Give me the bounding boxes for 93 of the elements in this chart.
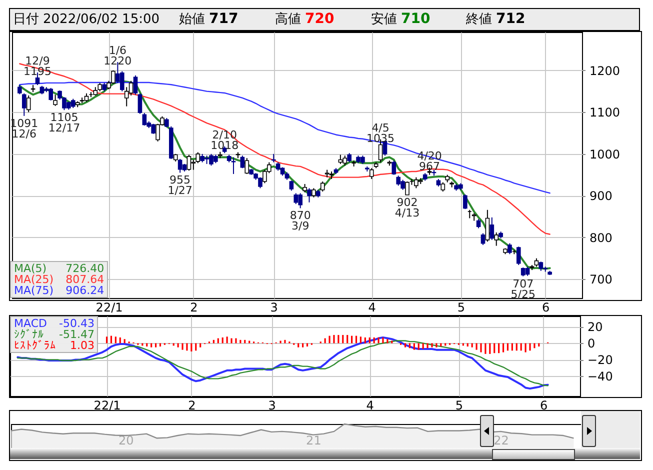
y-tick-label: −20 — [588, 353, 613, 368]
x-tick-label: 4 — [366, 398, 374, 412]
candlestick — [440, 182, 446, 192]
y-tick-label: 1200 — [590, 64, 620, 78]
candlestick — [294, 192, 298, 205]
x-tick-label: 4 — [368, 300, 376, 314]
candlestick — [70, 98, 76, 108]
candlestick — [538, 261, 544, 272]
x-tick-label: 21 — [306, 434, 322, 448]
candlestick — [307, 188, 312, 203]
annotation: 955 1/27 — [168, 174, 192, 198]
x-tick-label: 2 — [190, 300, 198, 314]
candlestick — [186, 154, 192, 172]
candlestick — [128, 80, 134, 96]
candlestick — [124, 86, 129, 107]
y-tick-label: 20 — [588, 320, 603, 334]
candlestick — [490, 216, 494, 240]
y-tick-label: 800 — [590, 230, 612, 245]
candlestick — [485, 209, 490, 242]
y-tick-label: 900 — [590, 189, 612, 204]
y-tick-label: −40 — [588, 370, 613, 384]
annotation: 1105 12/17 — [48, 111, 80, 135]
annotation: -50.43 — [58, 317, 94, 330]
annotation: 902 4/13 — [394, 196, 420, 220]
x-tick-label: 5 — [457, 300, 466, 314]
annotation: -51.47 — [58, 328, 94, 341]
candlestick — [244, 158, 250, 174]
text: MA(5) — [14, 262, 47, 275]
candlestick — [525, 266, 530, 276]
text: 日付 — [13, 12, 39, 27]
x-tick-label: 5 — [455, 398, 464, 412]
candlestick — [53, 94, 58, 106]
x-tick-label: 2 — [188, 398, 196, 412]
candlestick — [312, 188, 316, 198]
candlestick — [508, 242, 512, 255]
candlestick — [48, 87, 54, 101]
candlestick — [320, 180, 325, 192]
candlestick — [369, 168, 374, 180]
x-tick-label: 22/1 — [94, 398, 121, 412]
candlestick — [240, 155, 245, 169]
y-tick-label: 1100 — [590, 106, 620, 120]
candlestick — [289, 180, 294, 192]
text: 2022/06/02 15:00 — [43, 12, 160, 27]
annotation: 870 3/9 — [290, 209, 311, 233]
candlestick — [405, 180, 410, 196]
text: 高値 — [275, 12, 301, 27]
y-tick-label: 0 — [588, 336, 596, 351]
annotation: 1/6 1220 — [104, 44, 132, 68]
x-tick-label: 6 — [542, 300, 550, 314]
annotation: 707 5/25 — [510, 277, 536, 301]
candlestick — [133, 74, 138, 96]
text: 717 — [209, 11, 238, 27]
text: 安値 — [371, 12, 397, 27]
annotation: 906.24 — [66, 284, 104, 297]
candlestick — [18, 84, 22, 95]
candlestick — [463, 194, 468, 210]
x-tick-label: 22/1 — [96, 300, 123, 314]
annotation: 807.64 — [66, 273, 104, 286]
x-tick-label: 3 — [270, 300, 278, 314]
x-tick-label: 6 — [540, 398, 548, 412]
text: MA(25) — [14, 273, 54, 286]
candlestick — [480, 232, 486, 246]
text: 720 — [305, 11, 334, 27]
series-label: ｼｸﾞﾅﾙ — [14, 328, 44, 341]
candlestick — [120, 70, 124, 92]
candlestick — [26, 94, 31, 113]
text: 712 — [496, 11, 526, 27]
candlestick — [22, 92, 26, 116]
annotation: 1.03 — [70, 339, 94, 352]
candlestick — [476, 218, 481, 229]
candlestick — [494, 232, 499, 246]
candlestick — [142, 112, 147, 126]
text: MA(75) — [14, 284, 54, 297]
text: ﾋｽﾄｸﾞﾗﾑ — [14, 339, 56, 352]
x-tick-label: 22 — [494, 434, 509, 448]
y-tick-label: 1000 — [590, 147, 620, 162]
text: 710 — [401, 11, 430, 27]
candlestick — [347, 152, 352, 163]
annotation: 726.40 — [66, 262, 104, 275]
x-tick-label: 20 — [118, 434, 134, 448]
x-tick-label: 3 — [268, 398, 276, 412]
candlestick — [138, 92, 142, 114]
text: 終値 — [466, 12, 492, 27]
candlestick — [342, 155, 348, 166]
candlestick — [516, 246, 521, 266]
text: MACD — [14, 317, 47, 330]
y-tick-label: 700 — [590, 272, 612, 287]
candlestick — [178, 158, 182, 174]
text: 始値 — [179, 12, 205, 27]
candlestick — [231, 156, 236, 174]
annotation: 4/5 1035 — [366, 121, 395, 145]
candlestick — [392, 160, 396, 176]
candlestick — [271, 153, 276, 163]
